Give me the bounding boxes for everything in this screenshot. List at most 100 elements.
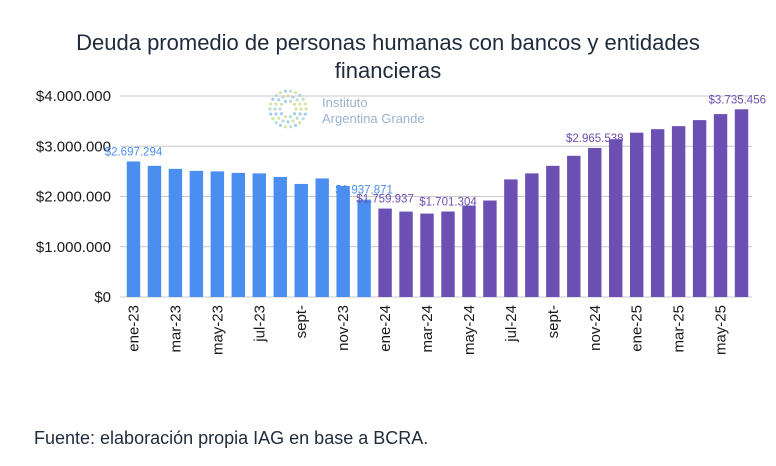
x-tick-label: ene-24 [377,305,394,352]
x-tick-label: jul-23 [251,305,268,343]
logo-dot [292,112,297,116]
x-tick-label: may-25 [713,305,730,355]
logo-dot [268,107,272,111]
logo-line-1: Instituto [322,95,368,110]
institute-logo: Instituto Argentina Grande [268,89,425,129]
bar [546,165,560,297]
y-axis: $0 $1.000.000 $2.000.000 $3.000.000 $4.000.0… [36,88,111,306]
x-tick-label: nov-23 [335,305,352,351]
logo-dot [288,89,293,93]
logo-dot [298,102,302,106]
logo-dot [274,93,278,97]
bar [357,199,371,297]
y-tick-label: $2.000.000 [36,189,111,206]
logo-dot [286,120,290,124]
data-label: $1.759.937 [356,194,414,206]
logo-dot [269,112,273,116]
logo-dot [294,107,298,111]
bar [294,183,308,297]
bar [399,211,413,297]
data-label: $1.701.304 [419,197,477,209]
logo-dot [288,125,293,129]
bar [210,171,225,297]
logo-dot [293,91,298,95]
logo-dot [303,112,307,116]
logo-dot [277,98,281,102]
x-tick-label: mar-23 [167,305,184,353]
data-label: $2.965.538 [566,133,624,145]
x-tick-label: mar-24 [419,305,436,353]
bar [189,170,204,297]
logo-dot [295,116,299,120]
bar [273,176,287,297]
y-tick-label: $3.000.000 [36,138,111,155]
chart-title-line-2: financieras [335,58,441,83]
logo-dot [269,102,273,106]
bar [525,173,539,297]
y-tick-label: $1.000.000 [36,239,111,256]
logo-dot [281,119,285,123]
logo-dot [301,117,305,121]
y-tick-label: $0 [94,289,111,306]
x-tick-label: ene-25 [629,305,646,352]
bar [650,129,665,297]
gridlines [120,95,752,298]
logo-dot [283,89,288,93]
bar [692,120,707,298]
logo-dot [271,97,275,101]
logo-dot [279,102,284,106]
logo-dot [278,123,283,127]
data-label: $3.735.456 [708,94,766,106]
bar [588,147,602,297]
bar [378,208,392,297]
logo-dot [274,121,278,125]
chart-title: Deuda promedio de personas humanas con b… [76,30,700,83]
chart-title-line-1: Deuda promedio de personas humanas con b… [76,30,700,55]
logo-dots-icon [268,89,308,129]
bar [671,126,686,298]
logo-dot [293,123,298,127]
bar [609,139,623,297]
y-tick-label: $4.000.000 [36,88,111,105]
logo-dot [298,121,302,125]
logo-dot [288,115,293,119]
logo-dot [278,91,283,95]
source-note: Fuente: elaboración propia IAG en base a… [34,428,429,448]
bar [629,132,644,297]
logo-dot [288,99,293,103]
bars [126,109,749,298]
bar [147,165,162,297]
logo-dot [283,99,288,103]
logo-dot [299,107,303,111]
bar [567,155,581,297]
logo-dot [298,93,302,97]
x-tick-label: may-24 [461,305,478,355]
bar [168,168,183,297]
bar [336,185,350,297]
logo-dot [303,102,307,106]
bar [231,172,246,297]
bar [713,114,728,297]
x-tick-label: jul-24 [503,305,520,343]
logo-dot [292,102,297,106]
logo-line-2: Argentina Grande [322,111,425,126]
bar [315,178,329,297]
bar [504,179,518,297]
logo-dot [277,116,281,120]
data-label: $2.697.294 [105,146,163,158]
logo-dot [283,125,288,129]
logo-dot [279,112,284,116]
bar [483,200,497,297]
x-tick-label: nov-24 [587,305,604,351]
logo-dot [278,107,282,111]
logo-dot [295,98,299,102]
logo-dot [304,107,308,111]
x-tick-label: sept- [545,305,562,338]
logo-dot [274,112,278,116]
logo-dot [298,112,302,116]
bar [420,213,434,297]
x-axis: ene-23 mar-23 may-23 jul-23 sept-nov-23 ene-2… [125,305,729,355]
bar [734,109,749,297]
bar [462,205,476,297]
